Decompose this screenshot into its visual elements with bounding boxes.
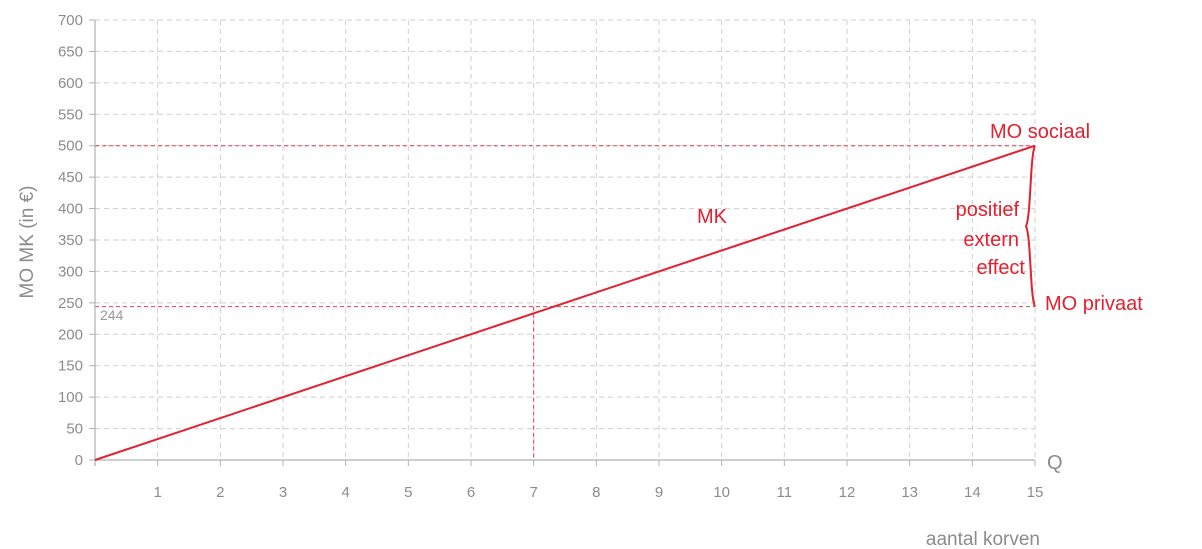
external-effect-brace [1024,145,1036,308]
external-effect-line-1: positief [956,199,1020,221]
y-tick-label: 200 [58,326,83,343]
y-tick-label: 50 [66,421,83,438]
y-tick-label: 500 [58,138,83,155]
mk-label: MK [697,206,728,228]
y-tick-label: 650 [58,43,83,60]
x-tick-label: 4 [341,484,349,501]
series [94,144,1036,461]
y-tick-label: 400 [58,201,83,218]
y-tick-label: 300 [58,263,83,280]
y-tick-labels: 0 50 100 150 200 250 300 350 400 450 500 550 600 650 7… [58,12,83,469]
x-tick-label: 3 [279,484,287,501]
x-tick-label: 13 [901,484,918,501]
x-tick-label: 5 [404,484,412,501]
x-tick-labels: 1 2 3 4 5 6 7 8 9 10 11 12 13 14 15 [153,484,1043,501]
x-tick-label: 11 [777,484,793,501]
series-line-mk [94,144,1036,461]
ref-244-label: 244 [100,307,124,323]
x-tick-label: 7 [529,484,537,501]
y-tick-label: 100 [58,389,83,406]
y-tick-label: 600 [58,75,83,92]
mo-privaat-label: MO privaat [1045,293,1143,315]
reference-lines [95,145,1035,460]
x-axis-label: aantal korven [926,529,1040,549]
x-tick-label: 12 [839,484,856,501]
external-effect-line-2: extern [963,229,1019,251]
x-tick-label: 1 [153,484,161,501]
y-tick-label: 0 [75,452,83,469]
y-axis-label: MO MK (in €) [17,186,38,299]
y-tick-label: 250 [58,295,83,312]
x-tick-label: 9 [655,484,663,501]
y-tick-label: 550 [58,106,83,123]
y-tick-label: 350 [58,232,83,249]
x-tick-label: 6 [467,484,475,501]
grid [95,19,1036,460]
external-effect-line-3: effect [976,257,1025,279]
y-tick-label: 450 [58,169,83,186]
x-tick-label: 8 [592,484,600,501]
x-tick-label: 2 [216,484,224,501]
x-tick-label: 10 [713,484,730,501]
x-tick-label: 15 [1027,484,1044,501]
axes [89,19,1036,466]
y-tick-label: 150 [58,358,83,375]
y-tick-label: 700 [58,12,83,29]
mo-sociaal-label: MO sociaal [990,121,1090,143]
x-axis-end-label: Q [1047,452,1063,474]
x-tick-label: 14 [964,484,981,501]
